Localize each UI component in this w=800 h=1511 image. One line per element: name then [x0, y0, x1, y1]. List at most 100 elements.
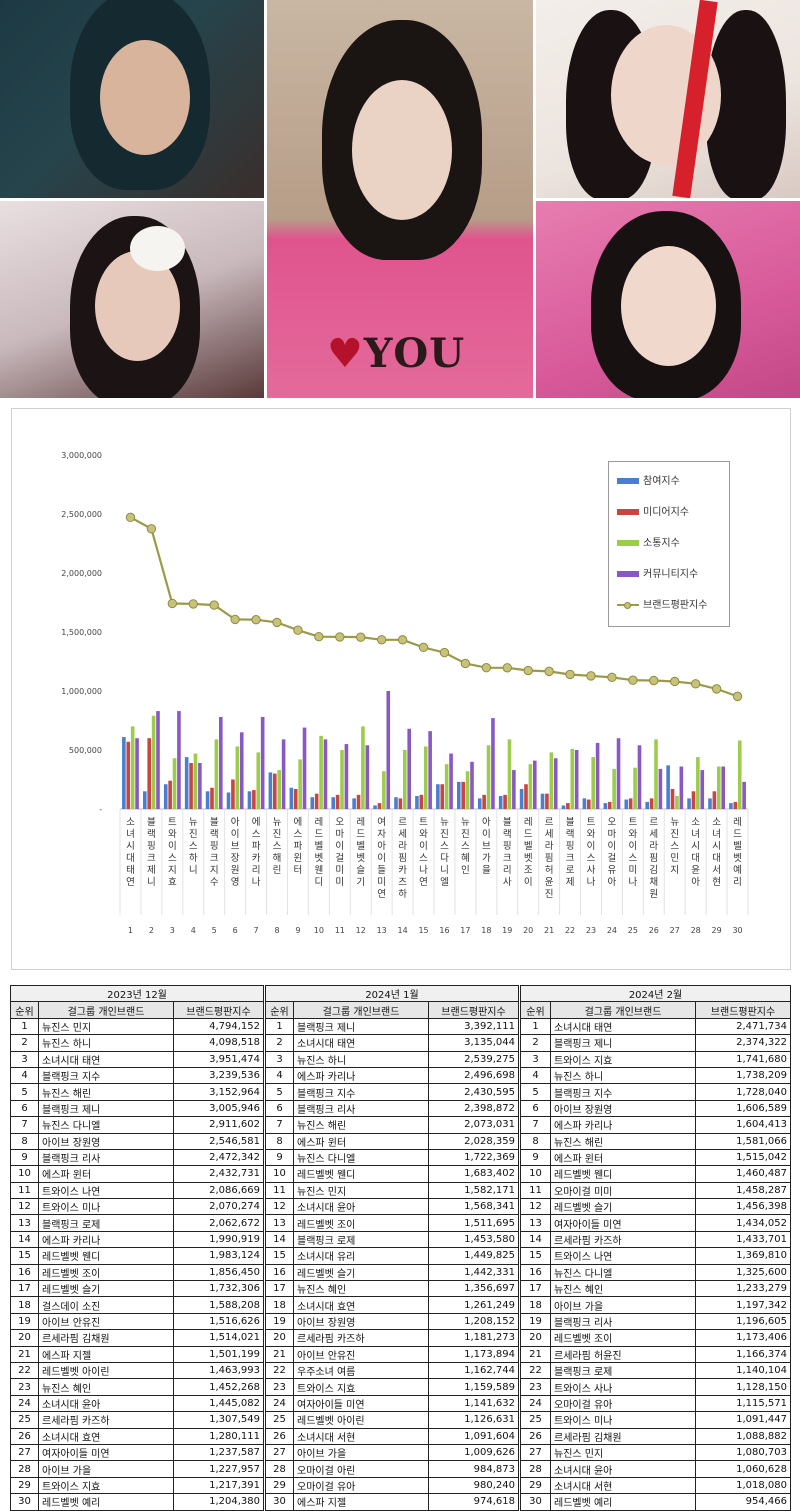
- rank-cell: 23: [520, 1378, 551, 1396]
- rank-cell: 1: [265, 1017, 294, 1036]
- rank-cell: 15: [265, 1247, 294, 1265]
- brand-cell: 소녀시대 윤아: [293, 1198, 429, 1216]
- x-rank-label: 22: [565, 926, 575, 935]
- rank-cell: 24: [520, 1394, 551, 1413]
- rank-cell: 11: [10, 1181, 39, 1200]
- line-point-18: [481, 663, 492, 673]
- y-tick-label: 3,000,000: [61, 451, 102, 460]
- line-point-29: [711, 684, 722, 694]
- col-rank: 순위: [265, 1001, 294, 1019]
- bar-2-6: [231, 779, 235, 809]
- table-row: 15 레드벨벳 웬디 1,983,124: [10, 1247, 265, 1265]
- bar-3-3: [172, 758, 177, 809]
- table-row: 20 르세라핌 카즈하 1,181,273: [265, 1329, 520, 1347]
- legend-label: 브랜드평판지수: [643, 600, 708, 611]
- table-row: 1 블랙핑크 제니 3,392,111: [265, 1017, 520, 1036]
- rank-cell: 18: [520, 1296, 551, 1314]
- line-point-17: [460, 658, 471, 669]
- index-cell: 1,159,589: [427, 1378, 520, 1396]
- rank-cell: 30: [520, 1493, 551, 1511]
- index-cell: 1,091,447: [694, 1411, 792, 1429]
- index-cell: 1,433,701: [694, 1230, 792, 1249]
- rank-cell: 2: [10, 1034, 39, 1052]
- y-tick-label: -: [99, 805, 102, 814]
- rank-cell: 4: [265, 1066, 294, 1085]
- rank-cell: 3: [520, 1050, 551, 1068]
- brand-cell: 뉴진스 민지: [293, 1181, 429, 1200]
- bar-4-23: [595, 742, 600, 809]
- index-cell: 1,369,810: [694, 1247, 792, 1265]
- bar-3-6: [235, 746, 240, 809]
- index-cell: 1,458,287: [694, 1181, 792, 1200]
- bar-3-9: [298, 759, 302, 809]
- bar-1-9: [289, 787, 294, 809]
- bar-1-13: [373, 805, 377, 809]
- bar-4-2: [156, 711, 160, 809]
- table-row: 5 블랙핑크 지수 2,430,595: [265, 1083, 520, 1101]
- bar-2-11: [335, 794, 340, 809]
- index-cell: 1,080,703: [694, 1443, 792, 1462]
- index-cell: 1,181,273: [427, 1329, 520, 1347]
- brand-cell: 트와이스 사나: [550, 1378, 696, 1396]
- rank-cell: 30: [10, 1493, 39, 1511]
- rank-cell: 6: [10, 1099, 39, 1118]
- rank-cell: 12: [265, 1198, 294, 1216]
- table-row: 27 아이브 가을 1,009,626: [265, 1443, 520, 1462]
- bar-3-20: [528, 764, 533, 809]
- bar-1-29: [708, 798, 712, 809]
- x-rank-label: 19: [502, 926, 512, 935]
- brand-cell: 여자아이들 미연: [293, 1394, 429, 1413]
- brand-cell: 뉴진스 해린: [550, 1132, 696, 1150]
- rank-cell: 15: [520, 1247, 551, 1265]
- bar-3-16: [444, 764, 449, 809]
- index-cell: 1,009,626: [427, 1443, 520, 1462]
- table-row: 23 트와이스 지효 1,159,589: [265, 1378, 520, 1396]
- bar-2-23: [587, 799, 591, 809]
- col-brand: 걸그룹 개인브랜드: [38, 1001, 174, 1019]
- line-point-23: [586, 671, 596, 681]
- brand-cell: 오마이걸 유아: [550, 1394, 696, 1413]
- table-row: 17 뉴진스 혜인 1,233,279: [520, 1280, 792, 1298]
- line-point-13: [376, 635, 387, 645]
- bar-4-26: [658, 768, 663, 809]
- brand-cell: 여자아이들 미연: [550, 1214, 696, 1232]
- table-row: 3 소녀시대 태연 3,951,474: [10, 1050, 265, 1068]
- table-row: 21 에스파 지젤 1,501,199: [10, 1345, 265, 1363]
- index-cell: 1,208,152: [427, 1312, 520, 1331]
- x-rank-label: 16: [439, 926, 449, 935]
- bar-3-2: [151, 715, 156, 809]
- table-row: 2 소녀시대 태연 3,135,044: [265, 1034, 520, 1052]
- brand-cell: 블랙핑크 지수: [293, 1083, 429, 1101]
- rank-cell: 3: [10, 1050, 39, 1068]
- brand-cell: 레드벨벳 슬기: [293, 1263, 429, 1282]
- col-index: 브랜드평판지수: [427, 1001, 520, 1019]
- rank-cell: 9: [520, 1148, 551, 1167]
- y-tick-label: 1,000,000: [61, 687, 102, 696]
- legend-item-communication: 소통지수: [617, 536, 680, 552]
- table-row: 19 블랙핑크 리사 1,196,605: [520, 1312, 792, 1331]
- bar-3-18: [486, 745, 491, 809]
- index-cell: 1,516,626: [172, 1312, 265, 1331]
- table-row: 26 르세라핌 김채원 1,088,882: [520, 1427, 792, 1445]
- table-row: 10 레드벨벳 웬디 1,683,402: [265, 1165, 520, 1183]
- table-row: 7 뉴진스 해린 2,073,031: [265, 1116, 520, 1134]
- index-cell: 2,062,672: [172, 1214, 265, 1232]
- table-row: 28 아이브 가을 1,227,957: [10, 1460, 265, 1478]
- brand-cell: 뉴진스 하니: [293, 1050, 429, 1068]
- index-cell: 1,445,082: [172, 1394, 265, 1413]
- rank-cell: 26: [265, 1427, 294, 1445]
- bar-3-10: [319, 735, 323, 809]
- brand-cell: 블랙핑크 리사: [38, 1148, 174, 1167]
- photo-member-3: ♥YOU: [267, 0, 533, 398]
- index-cell: 3,152,964: [172, 1083, 265, 1101]
- table-row: 11 뉴진스 민지 1,582,171: [265, 1181, 520, 1200]
- bar-1-30: [729, 803, 733, 809]
- brand-cell: 르세라핌 김채원: [550, 1427, 696, 1445]
